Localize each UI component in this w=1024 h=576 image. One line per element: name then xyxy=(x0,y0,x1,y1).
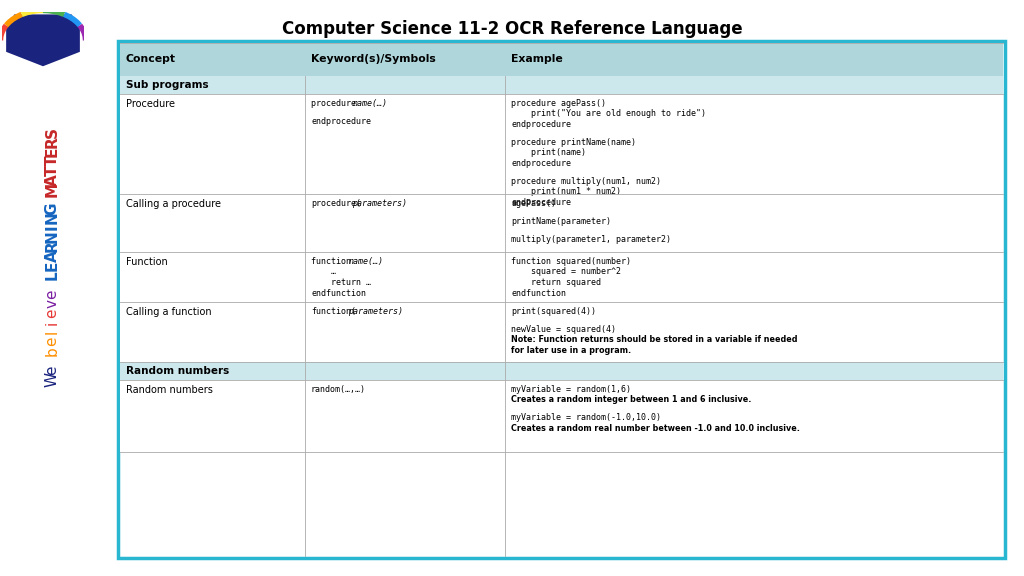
Text: procedure multiply(num1, num2): procedure multiply(num1, num2) xyxy=(511,177,662,185)
Text: T: T xyxy=(44,156,59,166)
Text: endfunction: endfunction xyxy=(311,289,366,297)
Text: endprocedure: endprocedure xyxy=(511,198,571,207)
Text: name(…): name(…) xyxy=(348,257,383,266)
Text: v: v xyxy=(44,299,59,308)
Text: return …: return … xyxy=(311,278,371,287)
Bar xyxy=(120,94,1002,194)
Text: printName(parameter): printName(parameter) xyxy=(511,217,611,226)
Text: A: A xyxy=(44,174,59,186)
Text: Computer Science 11-2 OCR Reference Language: Computer Science 11-2 OCR Reference Lang… xyxy=(282,20,742,38)
Text: Random numbers: Random numbers xyxy=(126,385,213,395)
Text: procedure printName(name): procedure printName(name) xyxy=(511,138,636,147)
Text: newValue = squared(4): newValue = squared(4) xyxy=(511,325,616,334)
Bar xyxy=(120,252,1002,302)
Text: e: e xyxy=(44,337,59,346)
Text: procedure agePass(): procedure agePass() xyxy=(511,99,606,108)
Text: Note: Function returns should be stored in a variable if needed: Note: Function returns should be stored … xyxy=(511,335,798,344)
Text: M: M xyxy=(44,182,59,197)
Text: …: … xyxy=(311,267,336,276)
Text: I: I xyxy=(44,225,59,230)
Bar xyxy=(120,43,1002,76)
Text: G: G xyxy=(44,202,59,215)
Text: Concept: Concept xyxy=(126,55,176,65)
Text: myVariable = random(1,6): myVariable = random(1,6) xyxy=(511,385,631,394)
Text: E: E xyxy=(44,146,59,157)
Text: endprocedure: endprocedure xyxy=(511,159,571,168)
Text: E: E xyxy=(44,260,59,271)
Text: parameters): parameters) xyxy=(352,199,408,208)
Text: T: T xyxy=(44,165,59,176)
Text: N: N xyxy=(44,211,59,225)
Text: l: l xyxy=(44,330,59,334)
Polygon shape xyxy=(6,14,80,66)
Bar xyxy=(118,41,1005,558)
Text: Calling a procedure: Calling a procedure xyxy=(126,199,221,209)
Text: procedure(: procedure( xyxy=(311,199,361,208)
Text: Keyword(s)/Symbols: Keyword(s)/Symbols xyxy=(311,55,436,65)
Text: N: N xyxy=(44,230,59,244)
Text: print("You are old enough to ride"): print("You are old enough to ride") xyxy=(511,109,706,119)
Text: endfunction: endfunction xyxy=(511,289,566,297)
Text: function squared(number): function squared(number) xyxy=(511,257,631,266)
Bar xyxy=(120,302,1002,362)
Text: e: e xyxy=(44,289,59,299)
Text: R: R xyxy=(44,136,59,148)
Text: e: e xyxy=(44,365,59,375)
Text: function(: function( xyxy=(311,307,356,316)
Text: L: L xyxy=(44,270,59,280)
Text: myVariable = random(-1.0,10.0): myVariable = random(-1.0,10.0) xyxy=(511,414,662,422)
Text: agePass(): agePass() xyxy=(511,199,556,208)
Text: Function: Function xyxy=(126,257,168,267)
Text: Sub programs: Sub programs xyxy=(126,80,209,90)
Text: W: W xyxy=(44,372,59,387)
Text: A: A xyxy=(44,250,59,262)
Text: R: R xyxy=(44,241,59,252)
Text: for later use in a program.: for later use in a program. xyxy=(511,346,631,355)
Text: return squared: return squared xyxy=(511,278,601,287)
Text: Procedure: Procedure xyxy=(126,99,175,109)
Text: name(…): name(…) xyxy=(352,99,387,108)
Text: endprocedure: endprocedure xyxy=(311,117,371,126)
Text: parameters): parameters) xyxy=(348,307,403,316)
Text: Example: Example xyxy=(511,55,563,65)
Text: multiply(parameter1, parameter2): multiply(parameter1, parameter2) xyxy=(511,234,671,244)
Text: print(num1 * num2): print(num1 * num2) xyxy=(511,187,621,196)
Text: b: b xyxy=(44,346,59,356)
Text: print(squared(4)): print(squared(4)) xyxy=(511,307,596,316)
Text: random(…,…): random(…,…) xyxy=(311,385,366,394)
Text: Creates a random real number between -1.0 and 10.0 inclusive.: Creates a random real number between -1.… xyxy=(511,424,800,433)
Bar xyxy=(120,380,1002,452)
Text: squared = number^2: squared = number^2 xyxy=(511,267,621,276)
Bar xyxy=(120,76,1002,94)
Text: Calling a function: Calling a function xyxy=(126,307,212,317)
Text: endprocedure: endprocedure xyxy=(511,120,571,129)
Bar xyxy=(120,362,1002,380)
Text: Random numbers: Random numbers xyxy=(126,366,229,376)
Text: e: e xyxy=(44,308,59,318)
Text: procedure: procedure xyxy=(311,99,361,108)
Text: print(name): print(name) xyxy=(511,149,586,157)
Text: function: function xyxy=(311,257,356,266)
Text: Creates a random integer between 1 and 6 inclusive.: Creates a random integer between 1 and 6… xyxy=(511,396,752,404)
Bar xyxy=(120,194,1002,252)
Text: i: i xyxy=(44,320,59,325)
Text: S: S xyxy=(44,127,59,138)
